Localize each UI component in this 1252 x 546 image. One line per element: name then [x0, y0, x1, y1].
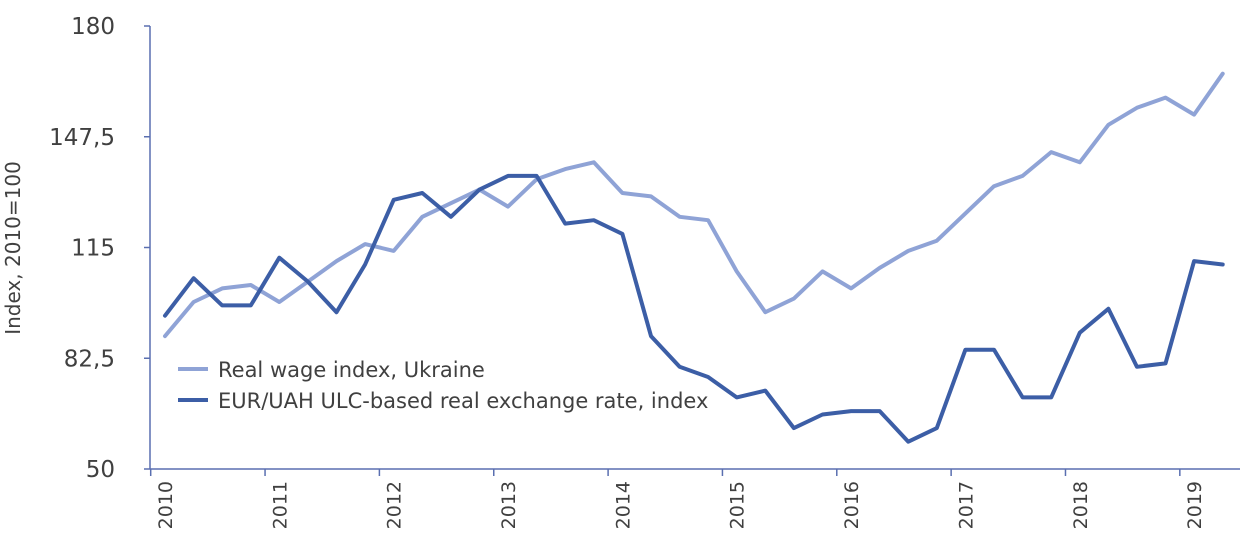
y-axis: 50 82,5 115 147,5 180: [49, 14, 151, 483]
x-tick-label: 2016: [841, 481, 863, 529]
series-line-1: [163, 173, 1225, 444]
y-tick-label: 147,5: [49, 125, 115, 151]
x-tick-label: 2013: [498, 481, 520, 529]
series-line-0: [163, 71, 1225, 339]
y-tick-label: 50: [86, 457, 115, 483]
x-tick-label: 2017: [955, 481, 977, 529]
x-tick-label: 2011: [269, 481, 291, 529]
y-axis-title: Index, 2010=100: [1, 161, 25, 335]
x-tick-label: 2018: [1070, 481, 1092, 529]
x-tick-label: 2012: [384, 481, 406, 529]
y-tick-label: 82,5: [64, 346, 115, 372]
x-axis: 2010 2011 2012 2013 2014 2015 2016 2017 2018 2019: [149, 468, 1240, 529]
x-tick-label: 2014: [612, 481, 634, 529]
x-tick-label: 2019: [1184, 481, 1206, 529]
x-tick-label: 2015: [727, 481, 749, 529]
y-tick-label: 180: [71, 14, 115, 40]
legend-label-exchange-rate: EUR/UAH ULC-based real exchange rate, in…: [218, 389, 708, 413]
legend: Real wage index, Ukraine EUR/UAH ULC-bas…: [178, 358, 708, 413]
y-tick-label: 115: [71, 236, 115, 262]
legend-label-real-wage: Real wage index, Ukraine: [218, 358, 485, 382]
x-tick-label: 2010: [155, 481, 177, 529]
series-layer: [163, 71, 1225, 444]
